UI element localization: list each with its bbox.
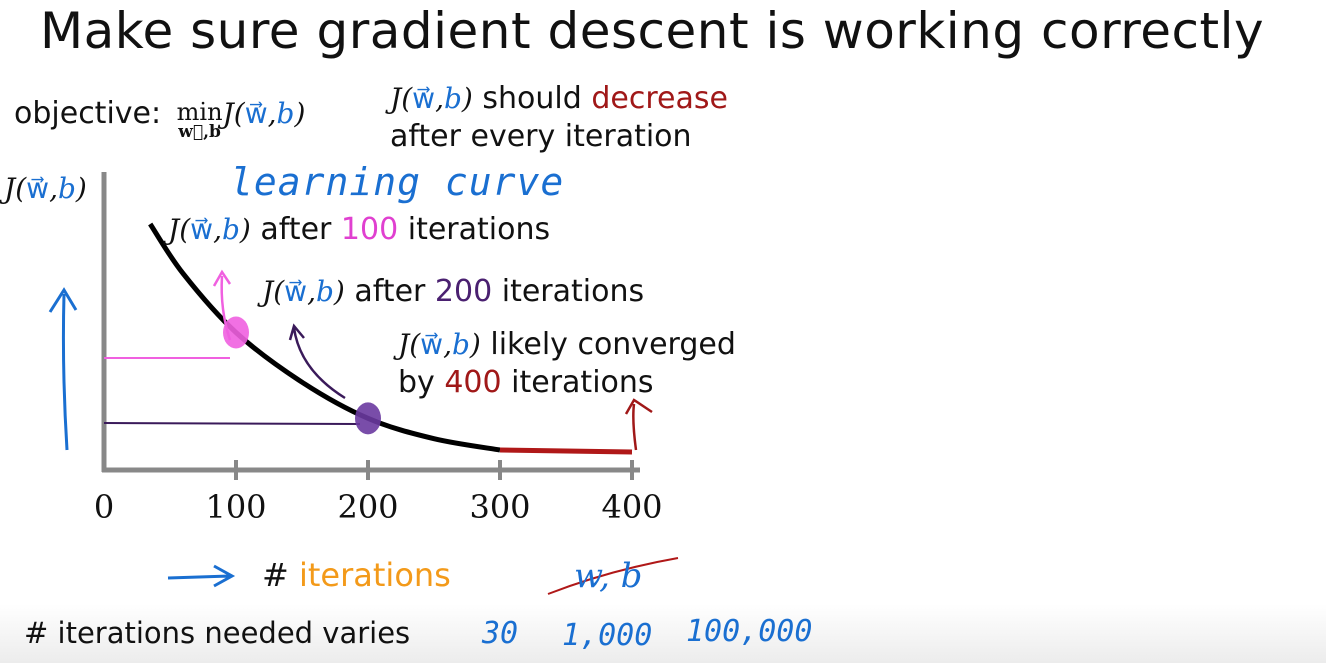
page-title: Make sure gradient descent is working co… (40, 2, 1265, 60)
bottom-bar (0, 604, 1326, 663)
marker-100 (223, 316, 249, 349)
varies-value-30: 30 (482, 616, 519, 651)
strike-line (547, 557, 679, 595)
x-tick-label-300: 300 (469, 488, 531, 526)
x-tick-label-100: 100 (205, 488, 267, 526)
min-operator: min w⃗,b (177, 100, 223, 141)
objective-expression: objective: min w⃗,b J(w⃗,b) (14, 96, 305, 141)
marker-200 (355, 402, 381, 435)
learning-curve-label: learning curve (230, 160, 565, 204)
crossed-out-wb: w, b (574, 556, 643, 596)
note-should: should (482, 81, 582, 116)
arrow-200 (288, 323, 346, 400)
arrow-400 (624, 398, 653, 451)
objective-cost: J(w⃗,b) (222, 97, 306, 130)
annotation-400-number: 400 (444, 365, 502, 400)
cost-curve (148, 222, 501, 453)
x-tick-label-400: 400 (601, 488, 663, 526)
note-decrease: decrease (591, 81, 728, 116)
iterations-varies-label: # iterations needed varies (24, 616, 411, 650)
x-tick-label-200: 200 (337, 488, 399, 526)
x-axis-word: iterations (298, 556, 451, 594)
x-axis-label: # iterations (262, 556, 451, 594)
objective-label: objective: (14, 96, 162, 131)
decrease-note: J(w⃗,b) should decrease after every iter… (390, 80, 728, 156)
guide-line-200 (103, 422, 361, 425)
note-line2: after every iteration (390, 119, 692, 154)
annotation-100: J(w⃗,b) after 100 iterations (168, 212, 551, 247)
x-right-arrow (167, 564, 236, 588)
annotation-100-number: 100 (340, 212, 399, 247)
annotation-400: J(w⃗,b) likely converged by 400 iteratio… (398, 327, 736, 400)
note-cost: J(w⃗,b) (390, 82, 473, 115)
x-tick-label-0: 0 (93, 488, 115, 526)
annotation-200-number: 200 (434, 274, 493, 309)
y-up-arrow (48, 287, 78, 451)
arrow-100 (212, 269, 232, 341)
varies-value-1000: 1,000 (562, 618, 653, 653)
converged-segment (499, 447, 633, 455)
min-word: min (176, 98, 223, 126)
min-subscript: w⃗,b (178, 122, 221, 142)
varies-value-100000: 100,000 (686, 614, 813, 649)
y-axis-label: J(w⃗,b) (4, 172, 87, 205)
annotation-200: J(w⃗,b) after 200 iterations (262, 274, 645, 309)
